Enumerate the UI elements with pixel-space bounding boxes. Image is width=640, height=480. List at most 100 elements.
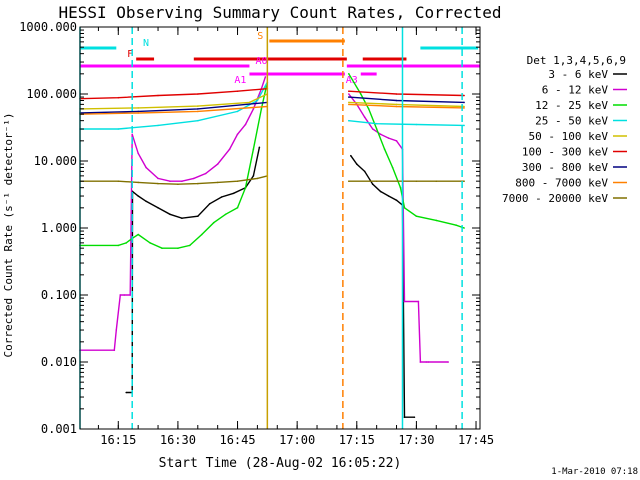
- series-point-12-25-kev: [137, 233, 139, 236]
- legend-label-7000-20000-kev: 7000 - 20000 keV: [502, 192, 608, 205]
- series-point-12-25-kev: [125, 242, 127, 244]
- legend-title: Det 1,3,4,5,6,9: [527, 54, 626, 67]
- series-point-50-100-kev: [248, 101, 251, 104]
- series-point-300-800-kev: [137, 110, 139, 113]
- series-point-12-25-kev: [212, 221, 215, 224]
- series-point-12-25-kev: [244, 186, 247, 189]
- series-point-3-6-kev: [208, 203, 211, 205]
- series-point-100-300-kev: [197, 93, 199, 95]
- x-tick-label: 16:30: [160, 433, 196, 447]
- series-point-800-7000-kev: [463, 107, 465, 109]
- legend-label-6-12-kev: 6 - 12 keV: [542, 84, 609, 97]
- series-point-3-6-kev: [220, 196, 223, 198]
- series-point-12-25-kev: [177, 247, 179, 249]
- series-line-800-7000-kev-0: [79, 105, 268, 115]
- footer-timestamp: 1-Mar-2010 07:18: [551, 467, 638, 477]
- series-point-6-12-kev: [145, 166, 147, 169]
- series-point-12-25-kev: [463, 227, 465, 229]
- series-point-3-6-kev: [403, 416, 406, 419]
- series-point-3-6-kev: [197, 215, 199, 217]
- series-point-6-12-kev: [403, 300, 406, 303]
- series-point-800-7000-kev: [197, 110, 199, 113]
- legend-label-300-800-kev: 300 - 800 keV: [522, 161, 608, 174]
- series-point-7000-20000-kev: [435, 180, 438, 182]
- y-tick-label: 10.000: [34, 154, 77, 168]
- series-point-12-25-kev: [455, 224, 458, 226]
- series-point-6-12-kev: [395, 140, 398, 142]
- series-point-3-6-kev: [157, 207, 159, 209]
- flag-label-a3: A3: [346, 75, 358, 86]
- series-point-3-6-kev: [350, 154, 352, 157]
- series-point-6-12-kev: [216, 163, 219, 165]
- series-point-12-25-kev: [367, 108, 370, 110]
- series-point-100-300-kev: [157, 94, 159, 97]
- series-point-7000-20000-kev: [117, 180, 120, 182]
- flag-label-a1: A1: [234, 75, 246, 86]
- x-tick-label: 16:15: [100, 433, 136, 447]
- series-line-12-25-kev-1: [348, 73, 465, 229]
- series-point-6-12-kev: [204, 172, 207, 175]
- series-point-12-25-kev: [161, 247, 163, 249]
- series-point-50-100-kev: [197, 105, 199, 107]
- series-line-25-50-kev-1: [348, 120, 465, 127]
- series-point-12-25-kev: [201, 233, 203, 236]
- series-point-25-50-kev: [375, 122, 378, 125]
- series-point-6-12-kev: [244, 123, 247, 126]
- series-point-100-300-kev: [395, 93, 398, 95]
- series-point-12-25-kev: [403, 207, 406, 209]
- legend-label-50-100-kev: 50 - 100 keV: [529, 130, 609, 143]
- series-point-12-25-kev: [399, 186, 402, 189]
- series-point-12-25-kev: [391, 166, 394, 169]
- series-point-3-6-kev: [356, 163, 358, 165]
- series-point-6-12-kev: [193, 177, 195, 180]
- series-point-6-12-kev: [181, 180, 183, 182]
- x-tick-label: 17:15: [339, 433, 375, 447]
- series-point-6-12-kev: [379, 133, 382, 136]
- x-tick-label: 16:45: [219, 433, 255, 447]
- series-point-6-12-kev: [123, 294, 126, 296]
- series-point-6-12-kev: [419, 361, 422, 363]
- series-point-50-100-kev: [463, 105, 465, 108]
- series-point-3-6-kev: [363, 170, 366, 173]
- series-point-800-7000-kev: [395, 105, 398, 108]
- series-point-3-6-kev: [395, 199, 398, 201]
- series-point-3-6-kev: [145, 200, 147, 203]
- legend-label-25-50-kev: 25 - 50 keV: [535, 115, 608, 128]
- series-point-3-6-kev: [379, 190, 382, 193]
- series-point-50-100-kev: [395, 103, 398, 106]
- series-point-7000-20000-kev: [157, 182, 159, 185]
- y-tick-label: 100.000: [26, 87, 77, 101]
- flag-bars: NF S A0 A1 A3: [80, 31, 480, 86]
- series-line-3-6-kev-1: [350, 155, 415, 418]
- series-point-300-800-kev: [463, 101, 465, 104]
- flag-label-f: F: [127, 49, 133, 60]
- series-point-3-6-kev: [125, 391, 127, 394]
- series-point-12-25-kev: [360, 93, 362, 95]
- axes: 0.001 0.010 0.100 1.000 10.000 100.000 1000.00…: [19, 20, 494, 447]
- series-point-6-12-kev: [115, 329, 118, 331]
- series-point-12-25-kev: [260, 108, 263, 110]
- series-point-12-25-kev: [149, 242, 151, 244]
- series-point-12-25-kev: [375, 128, 378, 130]
- series-point-300-800-kev: [348, 96, 350, 98]
- series-point-3-6-kev: [181, 217, 183, 219]
- series-point-6-12-kev: [363, 116, 366, 118]
- series-point-3-6-kev: [232, 192, 235, 195]
- series-point-3-6-kev: [371, 183, 374, 185]
- series-point-6-12-kev: [129, 294, 131, 296]
- series-point-12-25-kev: [435, 219, 438, 222]
- series-point-6-12-kev: [131, 133, 133, 136]
- legend: Det 1,3,4,5,6,93 - 6 keV 6 - 12 keV 12 - 2…: [502, 54, 627, 205]
- series-line-6-12-kev-1: [348, 93, 449, 363]
- data-series: [79, 73, 465, 419]
- x-tick-label: 17:00: [279, 433, 315, 447]
- series-point-25-50-kev: [348, 119, 350, 122]
- series-point-6-12-kev: [169, 180, 171, 182]
- series-point-6-12-kev: [157, 177, 159, 180]
- series-point-25-50-kev: [236, 110, 239, 113]
- series-point-7000-20000-kev: [216, 181, 219, 184]
- series-point-7000-20000-kev: [348, 180, 350, 182]
- series-line-7000-20000-kev-0: [80, 175, 268, 185]
- series-line-100-300-kev-0: [79, 88, 268, 100]
